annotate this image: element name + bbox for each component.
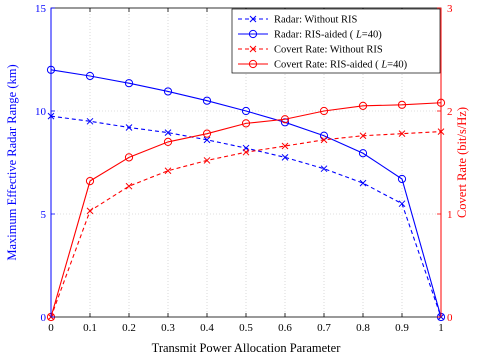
x-marker-stroke [398,200,406,208]
legend-item: Covert Rate: Without RIS [238,45,383,56]
left-y-tick-label: 15 [35,3,47,15]
x-marker-stroke [359,179,367,187]
data-point-marker [203,136,211,144]
data-point-marker [397,100,407,109]
data-point-marker [124,153,134,162]
x-marker-stroke [281,153,289,161]
data-point-marker [281,142,289,150]
data-point-marker [241,106,251,116]
x-tick-label: 0.4 [200,322,214,334]
x-tick-label: 0.7 [317,322,331,334]
series-line [50,102,442,318]
x-tick-label: 0.3 [161,322,175,334]
data-point-marker [86,117,94,125]
data-point-marker [359,179,367,187]
x-marker-stroke [86,117,94,125]
data-point-marker [203,157,211,164]
data-point-marker [398,200,406,208]
data-point-marker [125,124,133,131]
left-y-tick-label: 0 [41,312,47,324]
data-point-marker [281,153,289,161]
x-axis-title: Transmit Power Allocation Parameter [152,341,342,355]
x-tick-label: 0.1 [83,322,97,334]
legend-item: Radar: RIS-aided ( L=40) [238,30,382,41]
data-point-marker [320,165,328,173]
data-point-marker [358,149,368,158]
legend-box [231,8,441,74]
x-marker-stroke [249,45,257,53]
left-y-axis-title: Maximum Effective Radar Range (km) [5,64,19,260]
data-point-marker [164,167,172,175]
data-point-marker [242,148,250,156]
x-marker-stroke [359,132,367,140]
data-point-marker [358,101,368,110]
data-point-marker [397,174,407,184]
data-point-marker [241,119,251,128]
legend-item: Radar: Without RIS [238,15,358,26]
data-point-marker [398,130,406,138]
legend-marker [248,29,258,39]
legend-marker [249,45,257,53]
data-point-marker [359,132,367,140]
legend-label: Covert Rate: RIS-aided ( L=40) [274,60,408,71]
x-tick-label: 0.6 [278,322,292,334]
x-tick-label: 0.5 [239,322,253,334]
x-marker-stroke [242,148,250,156]
x-marker-stroke [86,207,94,215]
series-4 [46,98,446,322]
data-point-marker [319,106,329,116]
left-y-tick-label: 5 [41,209,47,221]
legend-label: Radar: Without RIS [274,15,358,26]
legend-marker [249,15,257,23]
series-line [50,69,442,318]
x-tick-label: 0.8 [356,322,370,334]
x-marker-stroke [164,167,172,175]
legend: Radar: Without RIS Radar: RIS-aided ( L=4… [231,8,441,74]
data-point-marker [280,115,290,124]
data-point-marker [85,71,95,81]
data-point-marker [202,129,212,138]
x-marker-stroke [125,124,133,131]
data-point-marker [85,176,95,186]
left-y-tick-label: 10 [35,106,47,118]
data-point-marker [124,79,134,88]
series-layer [46,65,446,322]
data-point-marker [125,182,133,190]
legend-item: Covert Rate: RIS-aided ( L=40) [238,60,408,71]
data-point-marker [86,207,94,215]
data-point-marker [163,137,173,146]
x-marker-stroke [249,15,257,23]
x-marker-stroke [398,130,406,138]
x-marker-stroke [320,136,328,144]
right-y-tick-label: 3 [447,3,453,15]
legend-label: Radar: RIS-aided ( L=40) [274,30,382,41]
x-marker-stroke [320,165,328,173]
right-y-tick-label: 2 [447,106,453,118]
legend-marker [248,59,258,69]
legend-label: Covert Rate: Without RIS [274,45,383,56]
data-point-marker [202,96,212,105]
right-y-axis-title: Covert Rate (bit/s/Hz) [455,107,469,218]
x-tick-label: 0.2 [122,322,136,334]
x-marker-stroke [203,136,211,144]
data-point-marker [320,136,328,144]
x-marker-stroke [281,142,289,150]
x-marker-stroke [203,157,211,164]
right-y-tick-label: 0 [447,312,453,324]
x-tick-label: 0.9 [395,322,409,334]
x-tick-label: 0 [48,322,54,334]
x-marker-stroke [164,129,172,136]
x-marker-stroke [125,182,133,190]
x-tick-label: 1 [438,322,444,334]
right-y-tick-label: 1 [447,209,453,221]
data-point-marker [163,87,173,96]
series-1 [47,112,445,321]
data-point-marker [164,129,172,136]
